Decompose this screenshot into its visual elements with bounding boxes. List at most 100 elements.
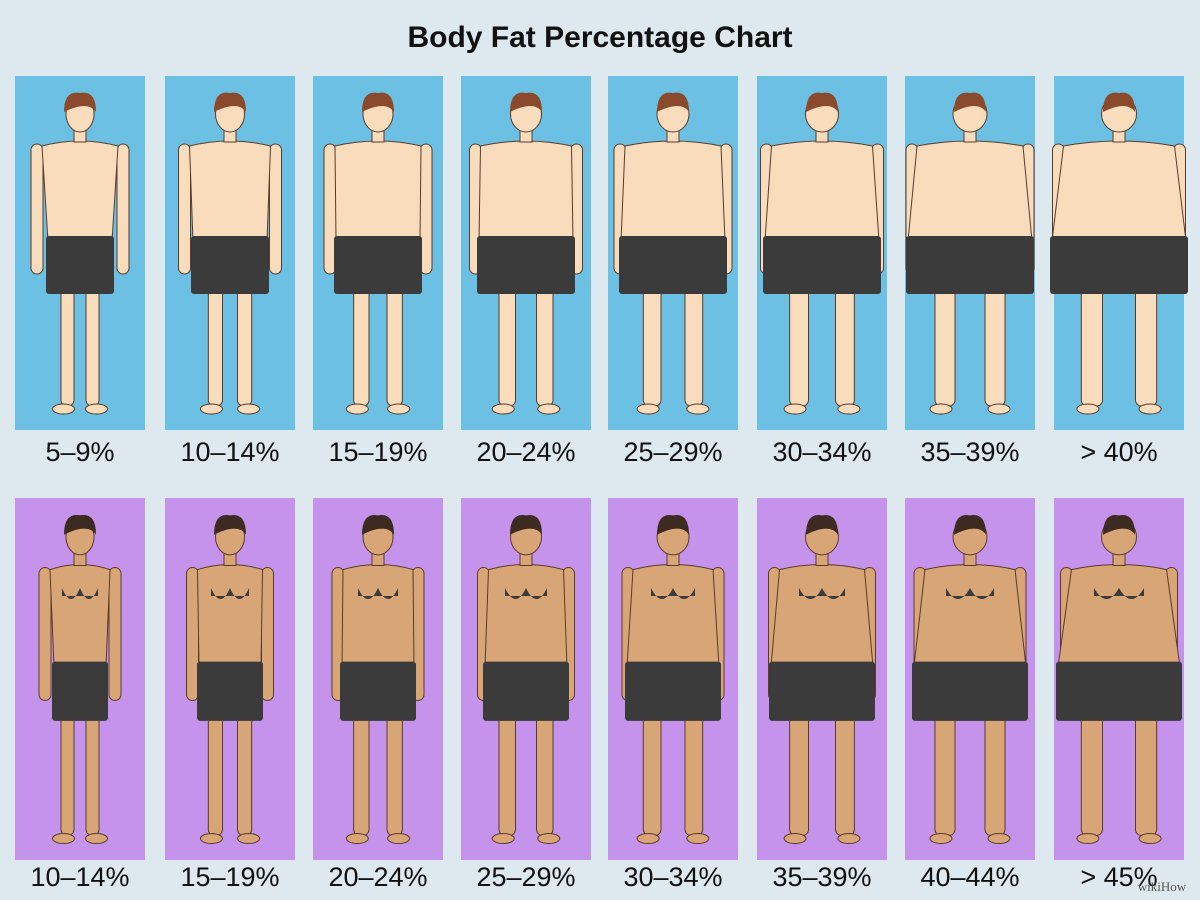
shorts xyxy=(483,661,569,721)
hair xyxy=(657,92,689,112)
panel: 20–24% xyxy=(461,76,591,467)
title: Body Fat Percentage Chart xyxy=(407,21,792,54)
torso xyxy=(626,563,720,668)
panel: 10–14% xyxy=(15,498,145,892)
torso xyxy=(907,140,1033,242)
panel: 35–39% xyxy=(757,498,887,892)
panel: 25–29% xyxy=(608,76,738,467)
shorts xyxy=(769,661,875,721)
hair xyxy=(214,515,246,535)
arm xyxy=(108,567,122,701)
percentage-label: 20–24% xyxy=(476,437,575,467)
foot xyxy=(85,833,108,845)
panel: > 45% xyxy=(1054,498,1184,892)
arm xyxy=(261,567,274,701)
foot xyxy=(1076,403,1100,415)
foot xyxy=(491,833,515,845)
bikini-top xyxy=(651,587,695,599)
foot xyxy=(237,833,261,845)
panel: 30–34% xyxy=(608,498,738,892)
torso xyxy=(913,563,1027,668)
percentage-label: 25–29% xyxy=(476,862,575,892)
foot xyxy=(52,403,75,415)
bikini-top xyxy=(62,587,98,599)
arm xyxy=(38,567,52,701)
foot xyxy=(345,833,369,845)
foot xyxy=(1076,833,1100,845)
shorts xyxy=(334,236,422,294)
foot xyxy=(636,833,660,845)
panel: 20–24% xyxy=(313,498,443,892)
panel: > 40% xyxy=(1050,76,1188,467)
panel: 15–19% xyxy=(313,76,443,467)
arm xyxy=(186,567,199,701)
shorts xyxy=(1050,236,1188,294)
foot xyxy=(686,403,710,415)
foot xyxy=(199,833,223,845)
torso xyxy=(484,564,568,668)
percentage-label: 35–39% xyxy=(920,437,1019,467)
percentage-label: > 40% xyxy=(1080,437,1157,467)
shorts xyxy=(763,236,881,294)
percentage-label: 30–34% xyxy=(772,437,871,467)
percentage-label: 10–14% xyxy=(30,862,129,892)
foot xyxy=(783,833,807,845)
hair xyxy=(362,515,394,535)
percentage-label: 40–44% xyxy=(920,862,1019,892)
foot xyxy=(387,833,411,845)
foot xyxy=(387,403,411,415)
arm xyxy=(178,143,191,275)
bikini-top xyxy=(211,587,249,599)
hair xyxy=(954,515,986,535)
foot xyxy=(199,403,223,415)
percentage-label: 10–14% xyxy=(180,437,279,467)
percentage-label: 35–39% xyxy=(772,862,871,892)
foot xyxy=(1138,833,1162,845)
bikini-top xyxy=(505,587,547,599)
torso xyxy=(1057,563,1181,668)
percentage-label: 20–24% xyxy=(328,862,427,892)
foot xyxy=(837,833,861,845)
shorts xyxy=(340,661,416,721)
hair xyxy=(362,92,394,112)
foot xyxy=(345,403,369,415)
torso xyxy=(764,140,880,242)
panel: 5–9% xyxy=(15,76,145,467)
hair xyxy=(510,92,542,112)
torso xyxy=(770,563,874,668)
panel: 35–39% xyxy=(905,76,1035,467)
bikini-top xyxy=(946,587,994,599)
percentage-label: 15–19% xyxy=(328,437,427,467)
panel: 10–14% xyxy=(165,76,295,467)
arm xyxy=(30,143,44,275)
foot xyxy=(85,403,108,415)
torso xyxy=(341,564,415,668)
shorts xyxy=(912,661,1028,721)
foot xyxy=(537,403,561,415)
panel: 25–29% xyxy=(461,498,591,892)
hair xyxy=(806,92,838,112)
shorts xyxy=(191,236,269,294)
torso xyxy=(1051,140,1187,242)
torso xyxy=(334,140,422,242)
foot xyxy=(686,833,710,845)
hair xyxy=(510,515,542,535)
hair xyxy=(214,92,246,112)
percentage-label: 25–29% xyxy=(623,437,722,467)
foot xyxy=(1138,403,1162,415)
shorts xyxy=(52,661,108,721)
panel: 40–44% xyxy=(905,498,1035,892)
percentage-label: 15–19% xyxy=(180,862,279,892)
torso xyxy=(196,564,264,668)
foot xyxy=(837,403,861,415)
bikini-top xyxy=(358,587,398,599)
shorts xyxy=(625,661,721,721)
shorts xyxy=(1056,661,1182,721)
foot xyxy=(52,833,75,845)
foot xyxy=(929,403,953,415)
hair xyxy=(657,515,689,535)
foot xyxy=(783,403,807,415)
torso xyxy=(41,140,119,242)
